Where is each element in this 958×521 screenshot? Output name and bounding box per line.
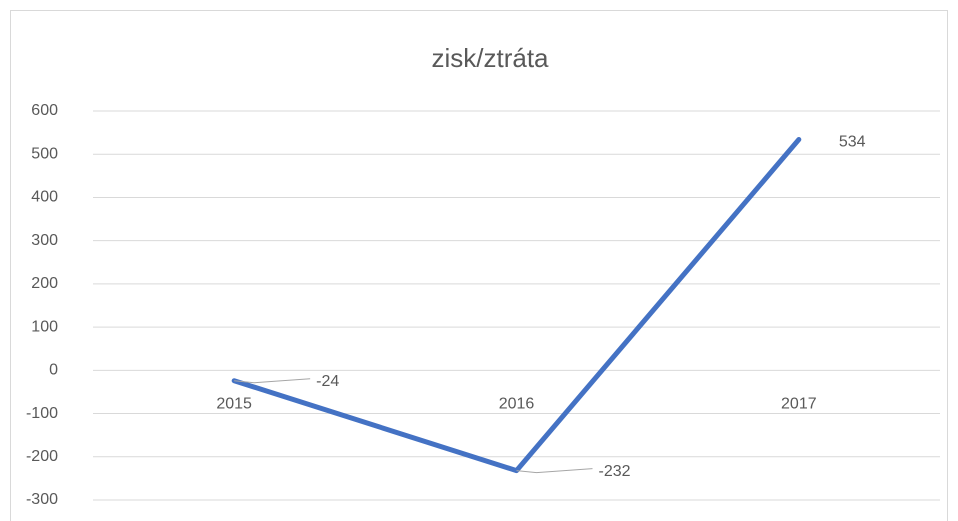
y-tick-label: 0 [49,362,58,379]
y-tick-label: 200 [31,275,58,292]
chart-border [10,10,948,521]
y-tick-label: 500 [31,145,58,162]
y-tick-label: 300 [31,232,58,249]
x-tick-label: 2015 [216,396,252,413]
data-label: -232 [599,463,631,480]
y-tick-label: -100 [26,405,58,422]
y-tick-label: -300 [26,491,58,508]
y-tick-label: -200 [26,448,58,465]
x-tick-label: 2017 [781,396,817,413]
y-tick-label: 600 [31,102,58,119]
data-label: -24 [316,373,339,390]
y-tick-label: 400 [31,189,58,206]
chart-title: zisk/ztráta [431,43,549,73]
x-tick-label: 2016 [499,396,535,413]
leader-line [234,378,311,384]
leader-line [516,468,593,474]
y-tick-label: 100 [31,318,58,335]
data-label: 534 [839,134,866,151]
